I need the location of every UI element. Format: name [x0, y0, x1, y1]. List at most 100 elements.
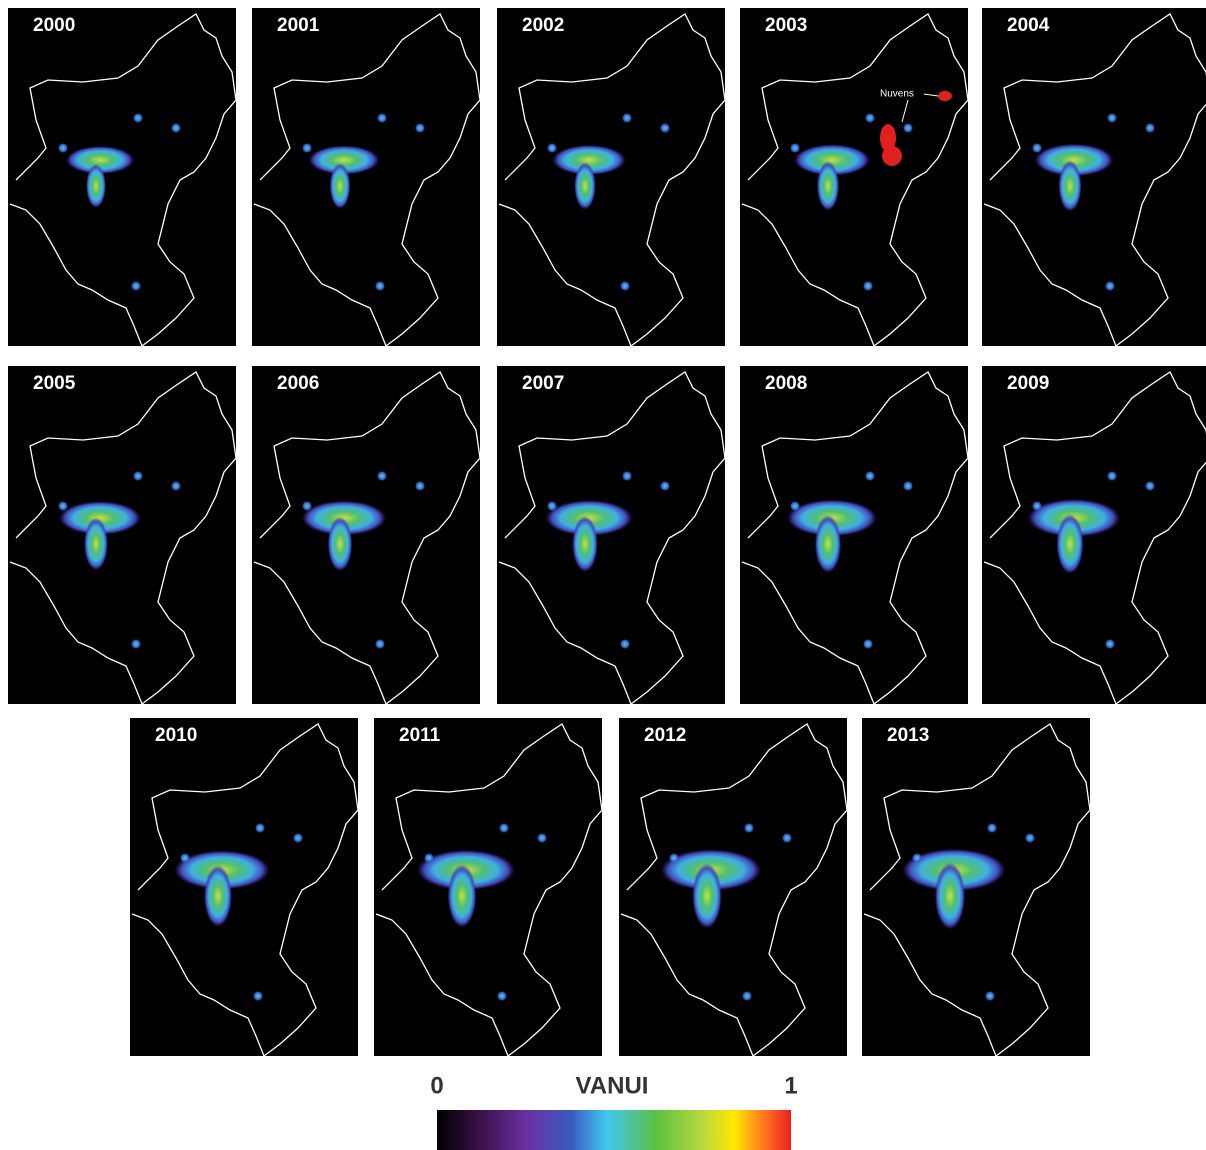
year-label: 2007 [522, 373, 564, 394]
year-label: 2002 [522, 15, 564, 36]
light-spot [660, 481, 670, 491]
urban-area [1058, 160, 1081, 211]
light-spot [415, 123, 425, 133]
light-spot [302, 143, 312, 153]
light-spot [133, 113, 143, 123]
light-spot [377, 113, 387, 123]
light-spot [171, 123, 181, 133]
light-spot [1145, 123, 1155, 133]
map-panel: 2002 [497, 8, 725, 346]
year-label: 2013 [887, 725, 929, 746]
map-background [740, 8, 968, 346]
year-label: 2006 [277, 373, 319, 394]
light-spot [790, 143, 800, 153]
map-panel: 2010 [130, 718, 358, 1056]
light-spot [863, 639, 873, 649]
light-spot [375, 281, 385, 291]
year-label: 2000 [33, 15, 75, 36]
year-label: 2003 [765, 15, 807, 36]
light-spot [1107, 471, 1117, 481]
map-background [497, 8, 725, 346]
light-spot [1105, 281, 1115, 291]
map-panel: 2001 [252, 8, 480, 346]
cloud-area [938, 91, 952, 101]
map-background [740, 366, 968, 704]
map-background [982, 8, 1206, 346]
map-background [252, 366, 480, 704]
urban-area [692, 863, 722, 928]
light-spot [622, 113, 632, 123]
light-spot [424, 853, 434, 863]
map-panel: 2007 [497, 366, 725, 704]
light-spot [1032, 143, 1042, 153]
light-spot [660, 123, 670, 133]
year-label: 2012 [644, 725, 686, 746]
light-spot [255, 823, 265, 833]
light-spot [1107, 113, 1117, 123]
light-spot [620, 639, 630, 649]
light-spot [547, 143, 557, 153]
light-spot [620, 281, 630, 291]
colorbar-max: 1 [784, 1072, 797, 1099]
annotation: Nuvens [880, 89, 914, 100]
light-spot [865, 471, 875, 481]
urban-area [448, 864, 477, 927]
light-spot [1105, 639, 1115, 649]
map-panel: 2012 [619, 718, 847, 1056]
light-spot [131, 639, 141, 649]
light-spot [742, 991, 752, 1001]
year-label: 2005 [33, 373, 76, 394]
light-spot [985, 991, 995, 1001]
map-panel: 2006 [252, 366, 480, 704]
light-spot [1032, 501, 1042, 511]
light-spot [622, 471, 632, 481]
light-spot [547, 501, 557, 511]
urban-area [1056, 514, 1083, 574]
urban-area [328, 517, 353, 572]
urban-area [86, 164, 106, 208]
map-panel: 2000 [8, 8, 236, 346]
light-spot [744, 823, 754, 833]
urban-area [84, 518, 108, 571]
light-spot [377, 471, 387, 481]
light-spot [1025, 833, 1035, 843]
urban-area [330, 163, 351, 209]
year-label: 2011 [399, 725, 441, 746]
cloud-area [882, 146, 902, 166]
light-spot [302, 501, 312, 511]
map-panel: 2013 [862, 718, 1090, 1056]
light-spot [497, 991, 507, 1001]
map-panel: 2003 Nuvens [740, 8, 968, 346]
light-spot [537, 833, 547, 843]
urban-area [204, 865, 232, 927]
light-spot [863, 281, 873, 291]
light-spot [293, 833, 303, 843]
map-panel: 2008 [740, 366, 968, 704]
urban-area [935, 863, 965, 930]
figure: 0 VANUI 1 2000200120022003Nuvens20042005… [0, 0, 1206, 1150]
light-spot [987, 823, 997, 833]
light-spot [58, 501, 68, 511]
map-panel: 2009 [982, 366, 1206, 704]
light-spot [131, 281, 141, 291]
map-background [8, 8, 236, 346]
map-panel: 2005 [8, 366, 236, 704]
map-panel: 2004 [982, 8, 1206, 346]
year-label: 2009 [1007, 373, 1049, 394]
light-spot [790, 501, 800, 511]
light-spot [1145, 481, 1155, 491]
light-spot [903, 481, 913, 491]
map-background [8, 366, 236, 704]
light-spot [253, 991, 263, 1001]
light-spot [171, 481, 181, 491]
year-label: 2001 [277, 15, 320, 36]
light-spot [912, 853, 922, 863]
light-spot [865, 113, 875, 123]
urban-area [815, 515, 841, 573]
light-spot [180, 853, 190, 863]
light-spot [58, 143, 68, 153]
light-spot [782, 833, 792, 843]
colorbar [437, 1110, 791, 1150]
colorbar-title: VANUI [576, 1072, 649, 1099]
year-label: 2008 [765, 373, 807, 394]
